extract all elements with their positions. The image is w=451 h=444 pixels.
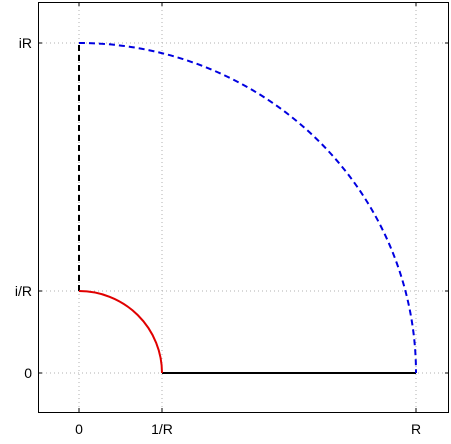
axes-frame: [38, 2, 449, 413]
x-tick-label-0: 0: [75, 421, 83, 437]
y-tick-label-ir: iR: [19, 35, 32, 51]
inner-arc: [78, 290, 163, 374]
x-tick-label-r: R: [411, 421, 421, 437]
tick-marks: [38, 2, 449, 412]
x-tick-label-1-over-r: 1/R: [151, 421, 173, 437]
y-tick-label-0: 0: [24, 365, 32, 381]
y-tick-label-i-over-r: i/R: [15, 283, 32, 299]
outer-arc: [78, 42, 417, 374]
